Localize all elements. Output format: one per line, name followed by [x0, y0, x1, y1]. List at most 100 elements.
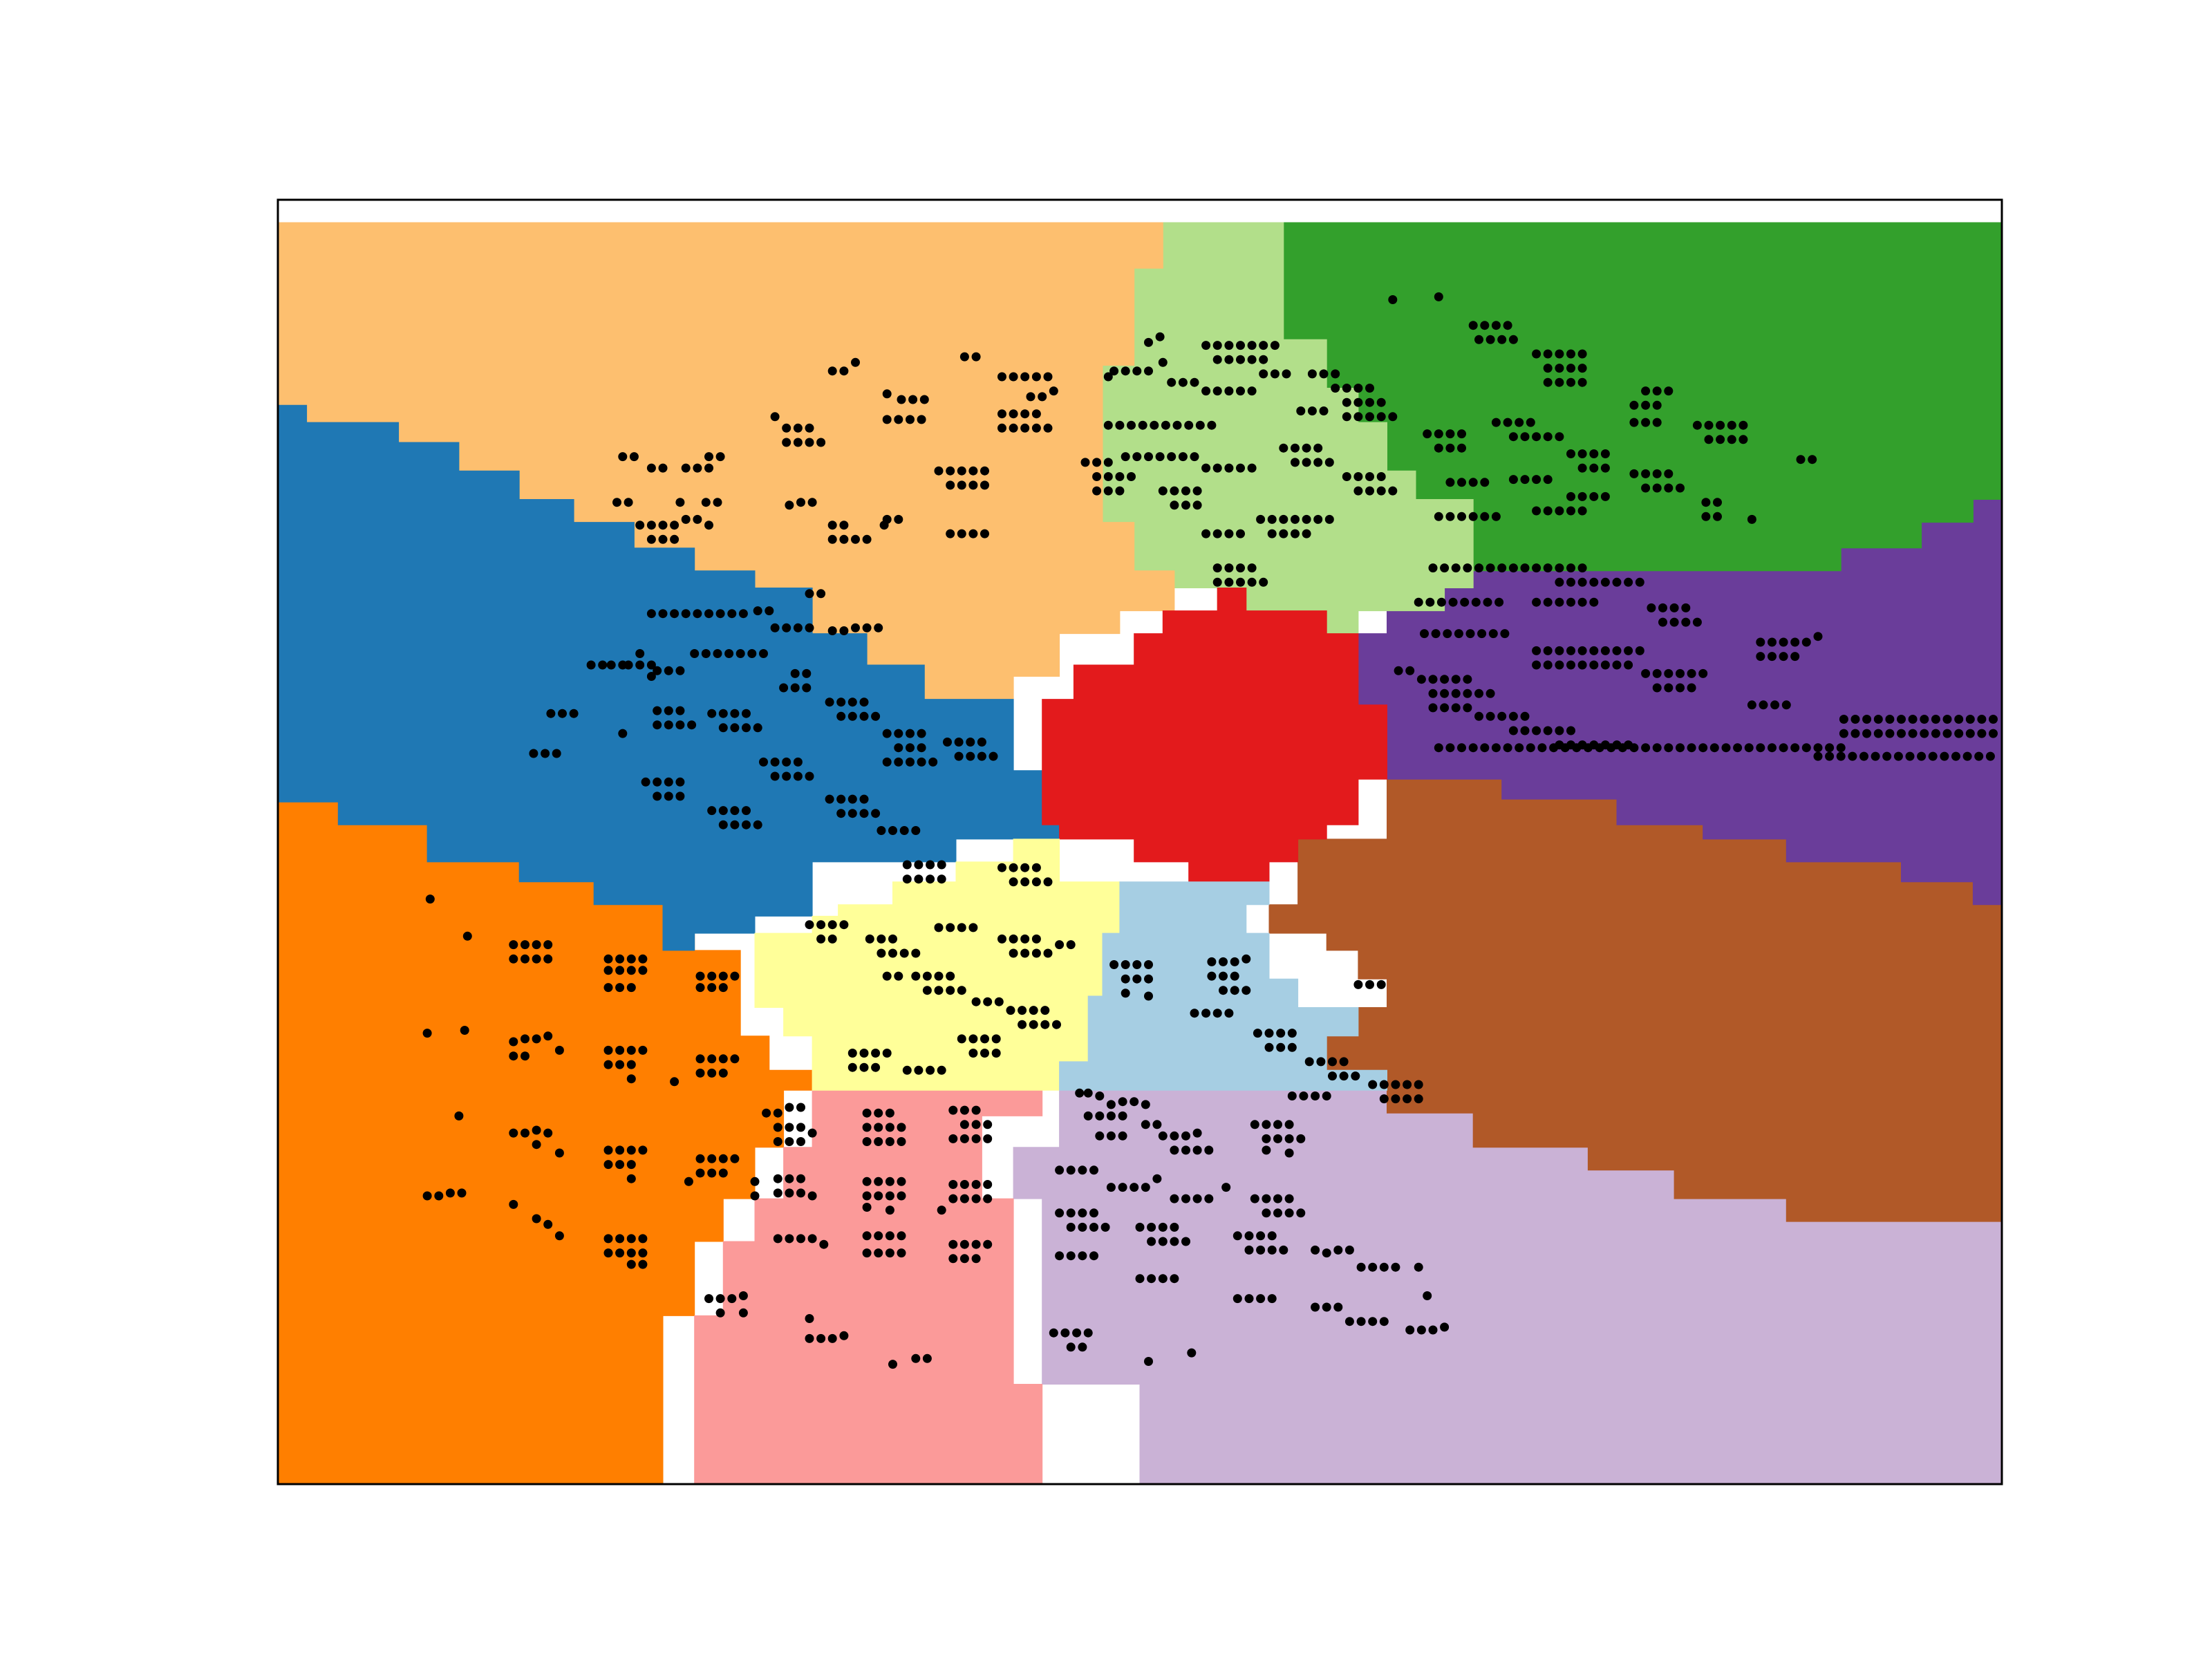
data-point	[968, 1034, 978, 1044]
data-point	[1416, 1325, 1426, 1335]
data-point	[1652, 683, 1662, 693]
data-point	[773, 1234, 782, 1244]
data-point	[1537, 743, 1547, 753]
data-point	[1448, 597, 1458, 607]
data-point	[882, 1049, 892, 1058]
data-point	[1440, 703, 1450, 713]
data-point	[1463, 703, 1472, 713]
data-point	[615, 1248, 625, 1258]
data-point	[1038, 392, 1047, 402]
data-point	[1862, 729, 1872, 738]
data-point	[991, 1049, 1001, 1058]
data-point	[1796, 455, 1806, 465]
data-point	[738, 1308, 748, 1318]
data-point	[957, 529, 966, 538]
data-point	[971, 1239, 981, 1249]
data-point	[1445, 478, 1455, 487]
data-point	[753, 606, 762, 616]
data-point	[1170, 1222, 1179, 1232]
data-point	[1256, 1294, 1266, 1304]
data-point	[1170, 1194, 1179, 1203]
data-point	[862, 1177, 872, 1186]
data-point	[874, 1108, 883, 1118]
data-point	[612, 498, 621, 507]
data-point	[603, 1160, 613, 1170]
data-point	[1434, 443, 1443, 453]
data-point	[862, 1123, 872, 1132]
data-point	[704, 463, 713, 473]
data-point	[1465, 629, 1475, 639]
data-point	[1790, 652, 1800, 662]
data-point	[1747, 514, 1756, 524]
data-point	[615, 1160, 625, 1170]
data-point	[1212, 529, 1222, 538]
data-point	[1989, 715, 1998, 724]
data-point	[914, 874, 924, 884]
data-point	[1276, 1029, 1286, 1038]
data-point	[971, 1134, 981, 1143]
data-point	[1075, 1088, 1085, 1098]
data-point	[1181, 1131, 1190, 1141]
data-point	[1721, 743, 1731, 753]
data-point	[1641, 386, 1651, 396]
data-point	[462, 931, 472, 941]
data-point	[968, 923, 978, 932]
data-point	[1543, 364, 1553, 373]
data-point	[646, 521, 656, 530]
data-point	[1428, 703, 1438, 713]
data-point	[1031, 409, 1041, 419]
data-point	[1267, 1231, 1277, 1241]
data-point	[1962, 751, 1972, 761]
data-point	[966, 738, 975, 747]
data-point	[807, 1191, 817, 1201]
data-point	[1566, 491, 1575, 501]
data-point	[1589, 449, 1599, 458]
data-point	[1790, 637, 1800, 647]
data-point	[1555, 377, 1564, 387]
data-point	[902, 860, 912, 870]
data-point	[1555, 364, 1564, 373]
data-point	[1629, 418, 1639, 427]
data-point	[1658, 617, 1667, 627]
data-point	[1434, 429, 1443, 439]
data-point	[1083, 1111, 1093, 1121]
data-point	[1491, 418, 1501, 427]
data-point	[897, 395, 906, 404]
data-point	[1322, 1248, 1331, 1258]
data-point	[894, 415, 903, 424]
data-point	[1324, 458, 1334, 467]
data-point	[1141, 1100, 1150, 1109]
data-point	[1302, 458, 1311, 467]
data-point	[1092, 472, 1102, 481]
data-point	[626, 1174, 636, 1183]
data-point	[874, 1137, 883, 1146]
data-point	[543, 1128, 553, 1138]
data-point	[1342, 412, 1351, 422]
data-point	[1291, 458, 1300, 467]
data-point	[906, 743, 915, 753]
data-point	[816, 589, 826, 599]
data-point	[851, 357, 860, 367]
data-point	[1543, 660, 1553, 670]
data-point	[675, 498, 685, 507]
data-point	[1313, 443, 1323, 453]
data-point	[805, 771, 814, 781]
data-point	[959, 1239, 969, 1249]
data-point	[1808, 455, 1817, 465]
data-point	[1635, 577, 1644, 587]
data-point	[646, 609, 656, 619]
data-point	[1158, 357, 1168, 367]
data-point	[1212, 1009, 1222, 1018]
data-point	[1850, 729, 1860, 738]
data-point	[1342, 397, 1351, 407]
data-point	[1974, 751, 1984, 761]
data-point	[1839, 729, 1848, 738]
data-point	[618, 660, 628, 670]
data-point	[1207, 957, 1217, 966]
data-point	[796, 1123, 805, 1132]
data-point	[1416, 675, 1426, 684]
data-point	[1376, 980, 1386, 989]
data-point	[1221, 1183, 1231, 1192]
data-point	[1468, 743, 1478, 753]
data-point	[615, 1145, 625, 1155]
